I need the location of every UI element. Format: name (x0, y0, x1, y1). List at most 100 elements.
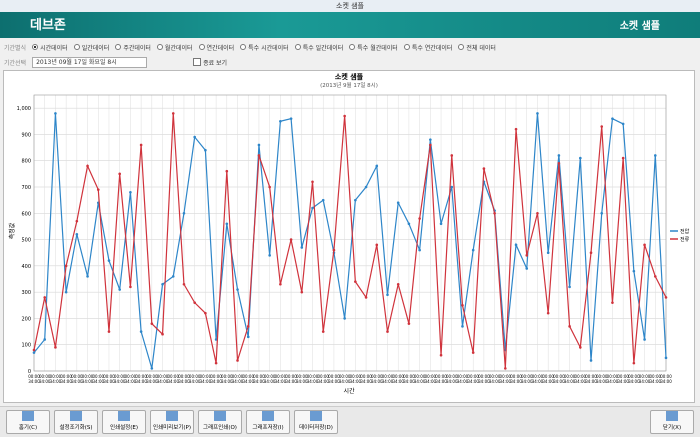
radio-option[interactable]: 주간데이터 (115, 43, 151, 52)
y-tick-label: 0 (28, 369, 31, 375)
point (579, 156, 582, 160)
button[interactable]: 인쇄설정(E) (102, 410, 146, 434)
x-tick-label: 00:00 34:00 (221, 374, 233, 384)
radio-label: 주간데이터 (123, 44, 151, 52)
x-tick-label: 00:00 34:00 (253, 374, 265, 384)
radio-option[interactable]: 시간데이터 (32, 43, 68, 52)
x-tick-label: 00:00 34:00 (125, 374, 137, 384)
radio[interactable] (73, 44, 80, 50)
x-tick-label: 00:00 34:00 (521, 374, 533, 384)
point (557, 154, 561, 157)
y-axis-title: 측정값 (8, 222, 16, 239)
point (161, 332, 164, 336)
point (171, 112, 175, 115)
x-tick-label: 00:00 34:00 (489, 374, 501, 384)
button-bar: 홈기(C) 설정조기화(S) 인쇄설정(E) 인쇄미리보기(P) 그래프인쇄(O) 그래프… (0, 406, 700, 437)
radio-label: 시간데이터 (40, 44, 68, 52)
radio[interactable] (115, 44, 122, 50)
x-tick-label: 00:00 34:00 (264, 374, 276, 384)
radio[interactable] (240, 44, 247, 50)
x-tick-label: 00:00 34:00 (617, 374, 629, 384)
point (439, 222, 443, 226)
button-label: 인쇄미리보기(P) (153, 425, 191, 431)
point (257, 143, 261, 147)
point (225, 169, 229, 173)
x-tick-label: 00:00 34:00 (103, 374, 115, 384)
point (43, 338, 47, 341)
logo: 데브존 (30, 18, 66, 33)
button-label: 홈기(C) (18, 425, 38, 431)
button[interactable]: 설정조기화(S) (54, 410, 98, 434)
y-tick-label: 500 (21, 238, 31, 244)
radio[interactable] (458, 44, 465, 50)
button[interactable]: 홈기(C) (6, 410, 50, 434)
point (182, 282, 186, 286)
radio-label: 일간데이터 (81, 44, 110, 52)
button-label: 닫기(X) (662, 425, 682, 431)
y-tick-label: 400 (21, 264, 31, 270)
point (343, 317, 346, 320)
radio[interactable] (294, 44, 301, 50)
radio[interactable] (198, 44, 205, 50)
x-tick-label: 00:00 34:00 (467, 374, 479, 384)
point (225, 222, 229, 226)
button[interactable]: 닫기(X) (650, 410, 694, 434)
x-tick-label: 00:00 34:00 (39, 374, 51, 384)
radio-option[interactable]: 특수 연간데이터 (403, 43, 452, 52)
point (439, 353, 443, 357)
radio-option[interactable]: 특수 일간데이터 (294, 43, 343, 52)
button[interactable]: 인쇄미리보기(P) (150, 410, 194, 434)
x-tick-label: 00:00 34:00 (585, 374, 597, 384)
point (193, 135, 196, 139)
radio[interactable] (32, 44, 39, 50)
button-label: 데이터저장(D) (299, 425, 333, 431)
point (364, 296, 368, 299)
date-select[interactable]: 2013년 09월 17일 화요일 8시 (32, 56, 148, 68)
end-checkbox[interactable]: 종료 보기 (193, 58, 227, 67)
button[interactable]: 그래프저장(I) (246, 410, 290, 434)
radio[interactable] (403, 44, 410, 50)
x-tick-label: 00:00 34:00 (596, 374, 608, 384)
x-tick-label: 00:00 34:00 (307, 374, 319, 384)
chart: 소켓 샘플 (2013년 9월 17일 8시) 측정값 시간 0 100 200 30… (8, 72, 690, 395)
button-icon (70, 411, 82, 421)
radio[interactable] (349, 44, 356, 50)
point (321, 330, 325, 333)
point (86, 164, 89, 168)
x-tick-label: 00:00 34:00 (285, 374, 297, 384)
point (43, 296, 47, 299)
radio-option[interactable]: 월간데이터 (156, 43, 193, 52)
point (471, 248, 475, 252)
button[interactable]: 그래프인쇄(O) (198, 410, 242, 434)
radio[interactable] (156, 44, 163, 50)
point (525, 254, 529, 257)
radio-option[interactable]: 전체 데이터 (458, 43, 496, 52)
x-tick-label: 00:00 34:00 (157, 374, 169, 384)
y-tick-label: 100 (21, 343, 31, 349)
point (332, 248, 336, 252)
point (514, 243, 518, 247)
point (461, 325, 464, 328)
point (621, 156, 625, 160)
banner-title: 소켓 샘플 (619, 21, 660, 32)
radio-option[interactable]: 특수 시간데이터 (240, 43, 289, 52)
point (600, 211, 604, 215)
button[interactable]: 데이터저장(D) (294, 410, 338, 434)
button-label: 인쇄설정(E) (109, 425, 138, 431)
radio-option[interactable]: 일간데이터 (73, 43, 110, 52)
point (300, 290, 304, 294)
radio-option[interactable]: 연간데이터 (198, 43, 234, 52)
x-tick-label: 00:00 34:00 (660, 374, 672, 384)
point (589, 251, 593, 255)
radio-option[interactable]: 특수 월간데이터 (349, 43, 398, 52)
point (321, 198, 325, 202)
x-tick-label: 00:00 34:00 (403, 374, 415, 384)
x-tick-label: 00:00 34:00 (114, 374, 126, 384)
point (139, 143, 143, 147)
checkbox[interactable] (193, 58, 202, 66)
x-tick-label: 00:00 34:00 (242, 374, 254, 384)
banner (0, 12, 700, 38)
point (611, 117, 614, 120)
x-tick-label: 00:00 34:00 (200, 374, 212, 384)
point (289, 117, 293, 120)
